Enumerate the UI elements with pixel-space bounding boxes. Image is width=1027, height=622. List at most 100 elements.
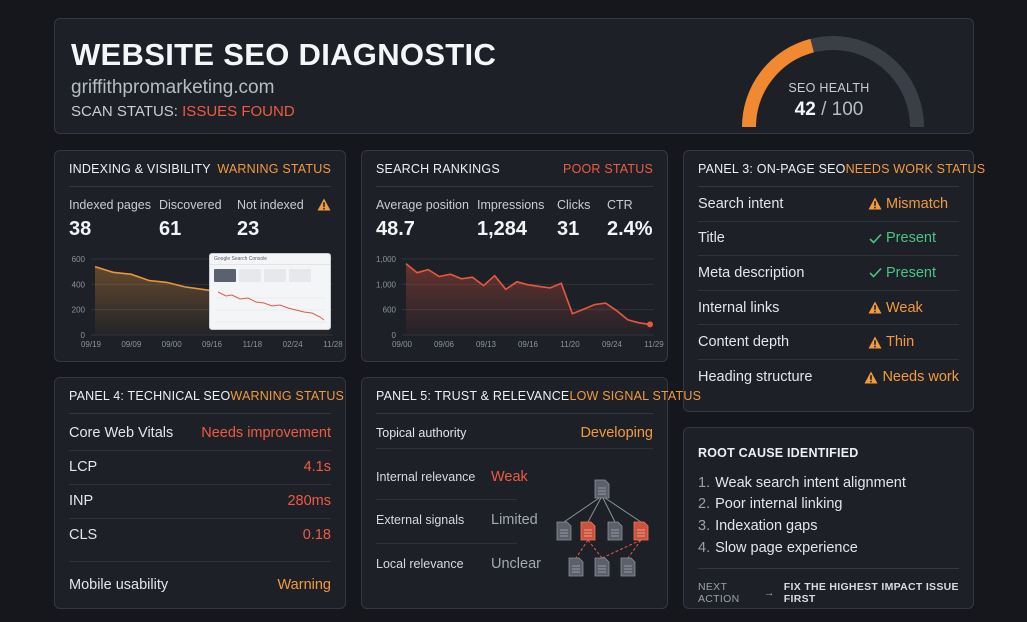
indexing-metrics: Indexed pages 38 Discovered 61 Not indexed…	[69, 198, 333, 241]
row-label: Content depth	[698, 334, 790, 351]
x-tick-label: 09/16	[518, 340, 539, 349]
row-value-text: Mismatch	[886, 195, 949, 212]
panel-title: ROOT CAUSE IDENTIFIED	[698, 446, 859, 460]
row-value: Needs improvement	[201, 425, 331, 441]
scan-status-value: ISSUES FOUND	[182, 103, 295, 120]
panel-header: INDEXING & VISIBILITY WARNING STATUS	[69, 151, 331, 187]
check-icon	[867, 233, 883, 244]
row-value-text: Weak	[886, 299, 923, 316]
y-tick-label: 200	[72, 306, 86, 315]
document-node-icon	[594, 557, 610, 577]
site-domain: griffithpromarketing.com	[71, 77, 275, 98]
row-label: CLS	[69, 527, 98, 543]
divider	[376, 543, 517, 544]
document-tree-icon	[556, 479, 649, 577]
row-value-text: Present	[886, 264, 936, 281]
gauge-fill	[742, 38, 815, 128]
inp-row: INP 280ms	[69, 490, 331, 512]
row-value: Thin	[867, 334, 959, 350]
onpage-row-heading-structure: Heading structure Needs work	[698, 360, 959, 395]
metric-discovered: Discovered 61	[159, 198, 222, 240]
cls-row: CLS 0.18	[69, 524, 331, 546]
row-value: Present	[867, 265, 959, 281]
onpage-checklist: Search intent Mismatch Title Present Meta de…	[698, 187, 959, 395]
row-value: Mismatch	[867, 196, 959, 212]
document-node-icon	[633, 521, 649, 541]
x-tick-label: 09/13	[476, 340, 497, 349]
row-label: Meta description	[698, 264, 805, 281]
series-end-point	[647, 321, 653, 328]
document-node-icon	[556, 521, 572, 541]
warning-triangle-icon	[867, 301, 883, 314]
divider	[69, 450, 331, 451]
item-text: Slow page experience	[715, 539, 858, 556]
row-label: Internal relevance	[376, 470, 476, 484]
y-tick-label: 0	[81, 331, 86, 340]
document-node-icon	[580, 521, 596, 541]
topical-authority-row: Topical authority Developing	[376, 422, 653, 444]
row-label: Internal links	[698, 299, 780, 316]
next-action[interactable]: NEXT ACTION → FIX THE HIGHEST IMPACT ISS…	[698, 568, 959, 605]
next-action-text: FIX THE HIGHEST IMPACT ISSUE FIRST	[783, 581, 959, 605]
series-area	[406, 263, 650, 335]
row-value: Unclear	[491, 556, 541, 572]
root-cause-item: 2. Poor internal linking	[698, 494, 906, 516]
panel-header: ROOT CAUSE IDENTIFIED	[698, 428, 959, 478]
panel-header: SEARCH RANKINGS POOR STATUS	[376, 151, 653, 187]
thumbnail-caption: Google Search Console	[210, 254, 330, 265]
row-value-text: Present	[886, 230, 936, 247]
scan-status: SCAN STATUS: ISSUES FOUND	[71, 103, 295, 120]
document-node-icon	[594, 479, 610, 499]
status-badge: WARNING STATUS	[217, 161, 331, 176]
x-tick-label: 11/20	[560, 340, 580, 349]
divider	[376, 448, 653, 449]
technical-seo-panel: PANEL 4: TECHNICAL SEO WARNING STATUS Co…	[54, 377, 346, 609]
root-cause-panel: ROOT CAUSE IDENTIFIED 1. Weak search inte…	[683, 427, 974, 609]
panel-title: PANEL 5: TRUST & RELEVANCE	[376, 388, 570, 403]
item-number: 1.	[698, 474, 711, 491]
header-panel: WEBSITE SEO DIAGNOSTIC griffithpromarket…	[54, 18, 974, 134]
row-value: Weak	[491, 469, 528, 485]
item-text: Weak search intent alignment	[715, 474, 906, 491]
row-value: Needs work	[863, 369, 959, 385]
indexing-panel: INDEXING & VISIBILITY WARNING STATUS Ind…	[54, 150, 346, 362]
onpage-row-content-depth: Content depth Thin	[698, 325, 959, 360]
check-icon	[867, 267, 883, 279]
warning-triangle-icon	[317, 198, 331, 211]
rankings-panel: SEARCH RANKINGS POOR STATUS Average posi…	[361, 150, 668, 362]
x-tick-label: 11/28	[323, 340, 343, 349]
x-tick-label: 09/06	[434, 340, 455, 349]
x-tick-label: 11/29	[644, 340, 664, 349]
warning-triangle-icon	[867, 197, 883, 210]
panel-header: PANEL 3: ON-PAGE SEO NEEDS WORK STATUS	[698, 151, 985, 187]
row-value: 4.1s	[303, 459, 331, 475]
series-line	[405, 262, 651, 326]
root-cause-item: 1. Weak search intent alignment	[698, 472, 906, 494]
x-tick-label: 09/24	[602, 340, 623, 349]
warning-triangle-icon	[867, 336, 883, 349]
row-label: Local relevance	[376, 557, 464, 571]
panel-header: PANEL 5: TRUST & RELEVANCE LOW SIGNAL ST…	[376, 378, 701, 414]
onpage-row-search-intent: Search intent Mismatch	[698, 187, 959, 222]
trust-relevance-panel: PANEL 5: TRUST & RELEVANCE LOW SIGNAL ST…	[361, 377, 701, 609]
row-value: Weak	[867, 300, 959, 316]
row-label: INP	[69, 493, 94, 509]
onpage-row-meta-description: Meta description Present	[698, 256, 959, 291]
next-action-label: NEXT ACTION	[698, 581, 740, 605]
row-value: 280ms	[287, 493, 331, 509]
metric-clicks: Clicks 31	[557, 198, 591, 240]
y-tick-label: 1,000	[376, 280, 397, 289]
row-label: Topical authority	[376, 426, 467, 440]
panel-title: INDEXING & VISIBILITY	[69, 161, 211, 176]
row-label: LCP	[69, 459, 98, 475]
warning-triangle-icon	[863, 371, 879, 384]
panel-header: PANEL 4: TECHNICAL SEO WARNING STATUS	[69, 378, 344, 414]
x-tick-label: 09/00	[162, 340, 183, 349]
lcp-row: LCP 4.1s	[69, 456, 331, 478]
item-number: 2.	[698, 496, 711, 513]
document-node-icon	[607, 521, 623, 541]
panel-title: PANEL 3: ON-PAGE SEO	[698, 161, 846, 176]
metric-indexed-pages: Indexed pages 38	[69, 198, 152, 240]
core-web-vitals-row: Core Web Vitals Needs improvement	[69, 422, 331, 444]
divider	[69, 484, 331, 485]
